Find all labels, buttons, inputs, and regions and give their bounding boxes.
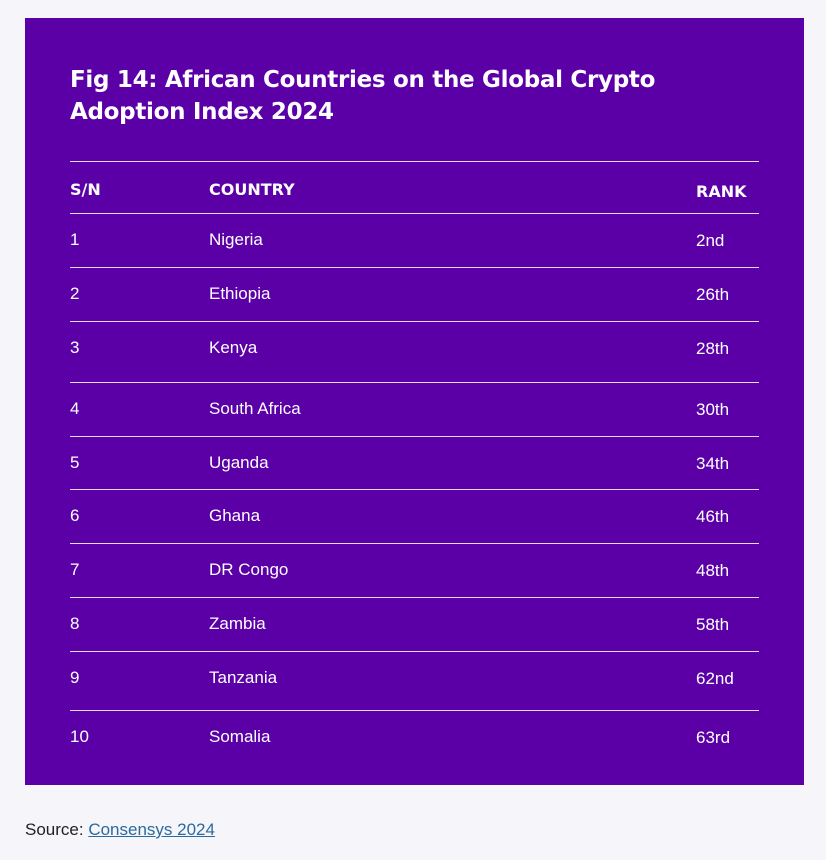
row-country: Tanzania [209, 668, 278, 687]
header-sn: S/N [70, 180, 101, 199]
row-rank: 63rd [696, 728, 731, 747]
header-rank: RANK [696, 182, 747, 201]
row-sn: 9 [70, 668, 80, 687]
row-sn: 2 [70, 284, 80, 303]
row-divider [70, 651, 759, 652]
row-rank: 58th [696, 615, 730, 634]
row-sn: 5 [70, 453, 80, 472]
row-rank: 48th [696, 561, 730, 580]
row-country: Nigeria [209, 230, 263, 249]
row-sn: 1 [70, 230, 80, 249]
figure-card: Fig 14: African Countries on the Global … [25, 18, 804, 785]
row-rank: 2nd [696, 231, 725, 250]
row-country: Ethiopia [209, 284, 271, 303]
row-country: Zambia [209, 614, 266, 633]
row-rank: 26th [696, 285, 730, 304]
row-divider [70, 597, 759, 598]
header-country: COUNTRY [209, 180, 295, 199]
row-country: Uganda [209, 453, 269, 472]
row-country: Somalia [209, 727, 271, 746]
row-rank: 28th [696, 339, 730, 358]
row-country: South Africa [209, 399, 301, 418]
row-sn: 6 [70, 506, 80, 525]
row-sn: 8 [70, 614, 80, 633]
row-divider [70, 543, 759, 544]
row-divider [70, 267, 759, 268]
row-country: DR Congo [209, 560, 289, 579]
row-rank: 46th [696, 507, 730, 526]
row-sn: 3 [70, 338, 80, 357]
row-divider [70, 436, 759, 437]
row-divider [70, 382, 759, 383]
row-country: Ghana [209, 506, 261, 525]
row-sn: 7 [70, 560, 80, 579]
row-rank: 62nd [696, 669, 734, 688]
row-sn: 10 [70, 727, 89, 746]
row-divider [70, 321, 759, 322]
row-country: Kenya [209, 338, 258, 357]
row-sn: 4 [70, 399, 80, 418]
header-divider [70, 213, 759, 214]
figure-title: Fig 14: African Countries on the Global … [70, 67, 656, 125]
source-label: Source: [25, 820, 89, 839]
source-line: Source: Consensys 2024 [25, 820, 215, 840]
row-rank: 30th [696, 400, 730, 419]
row-divider [70, 710, 759, 711]
source-link[interactable]: Consensys 2024 [88, 820, 215, 839]
row-divider [70, 489, 759, 490]
row-rank: 34th [696, 454, 730, 473]
table-top-rule [70, 161, 759, 162]
